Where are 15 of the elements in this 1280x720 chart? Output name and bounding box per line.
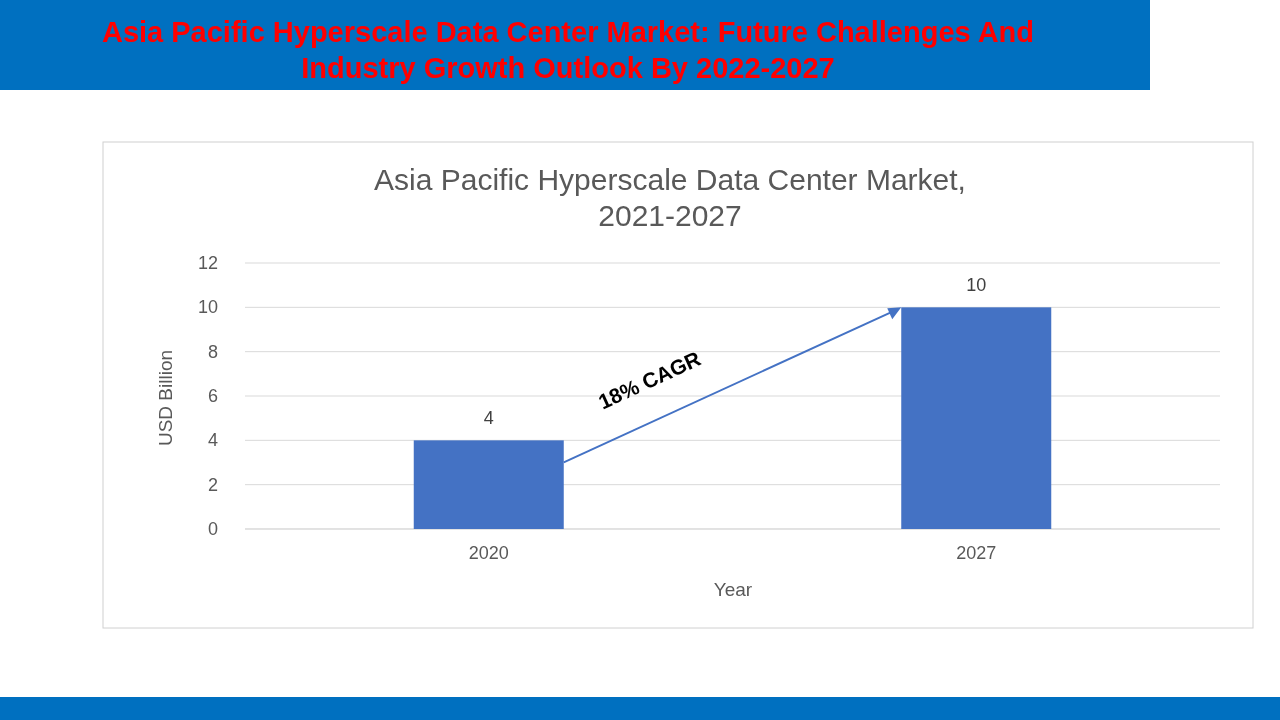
y-tick-label: 4 xyxy=(207,430,218,451)
y-tick-label: 12 xyxy=(197,253,218,273)
x-tick-label: 2027 xyxy=(956,543,997,563)
y-tick-label: 0 xyxy=(207,519,218,539)
y-tick-label: 2 xyxy=(207,474,218,495)
x-tick-label: 2020 xyxy=(468,543,509,563)
chart-subtitle: Asia Pacific Hyperscale Data Center Market, 2021-2027 xyxy=(374,163,966,232)
y-tick-label: 10 xyxy=(197,297,218,318)
x-axis-title: Year xyxy=(713,579,753,600)
data-label: 10 xyxy=(966,275,987,296)
data-label: 4 xyxy=(483,408,494,429)
y-tick-label: 6 xyxy=(207,386,218,406)
chart-title: Asia Pacific Hyperscale Data Center Market: Future Challenges And Industry Growth Outlook By 2022-2027 xyxy=(101,16,1035,84)
y-tick-label: 8 xyxy=(207,341,218,362)
y-axis-title: USD Billion xyxy=(155,349,176,447)
